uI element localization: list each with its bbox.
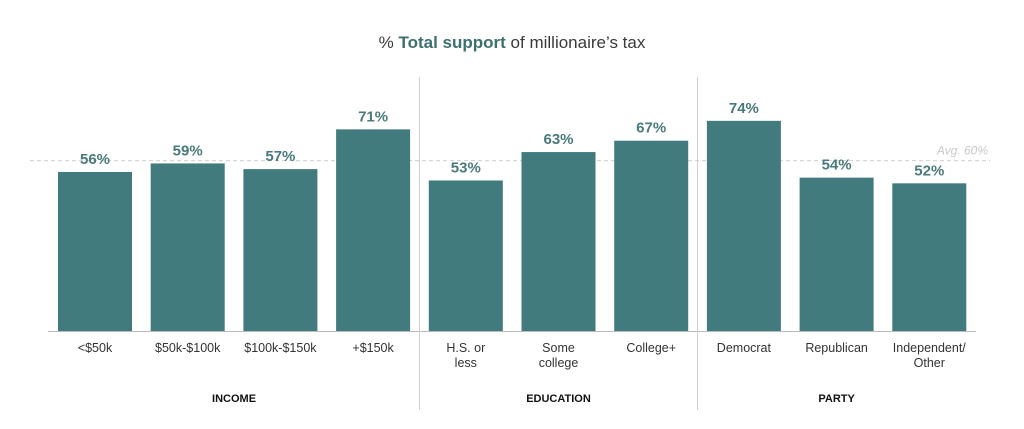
category-label: Some [542, 341, 575, 355]
bar [706, 120, 781, 331]
bar [150, 163, 225, 331]
value-label: 53% [451, 159, 481, 176]
category-label: Other [914, 356, 945, 370]
category-label: $100k-$150k [244, 341, 317, 355]
group-label: INCOME [212, 393, 256, 405]
group-label: PARTY [818, 393, 855, 405]
value-label: 56% [80, 151, 110, 168]
category-label: Republican [805, 341, 868, 355]
category-label: College+ [626, 341, 676, 355]
bar [428, 180, 503, 331]
category-label: Democrat [717, 341, 772, 355]
title-prefix: % [379, 33, 399, 52]
category-label: less [455, 356, 477, 370]
value-label: 57% [265, 148, 295, 165]
bar [58, 171, 132, 331]
title-suffix: of millionaire’s tax [506, 33, 646, 52]
category-label: college [539, 356, 579, 370]
bar [799, 177, 874, 331]
bar [521, 152, 596, 331]
bar [336, 129, 411, 331]
title-bold: Total support [398, 33, 506, 52]
value-label: 52% [914, 162, 944, 179]
category-label: +$150k [352, 341, 394, 355]
category-label: H.S. or [446, 341, 485, 355]
value-label: 71% [358, 108, 388, 125]
value-label: 63% [543, 131, 573, 148]
chart-title: % Total support of millionaire’s tax [379, 33, 646, 52]
value-label: 59% [173, 142, 203, 159]
value-label: 54% [822, 157, 852, 174]
bar [243, 169, 318, 331]
average-label: Avg. 60% [936, 144, 988, 158]
value-label: 74% [729, 100, 759, 117]
category-label: $50k-$100k [155, 341, 221, 355]
group-label: EDUCATION [526, 393, 591, 405]
value-label: 67% [636, 120, 666, 137]
bar [892, 183, 967, 331]
category-label: Independent/ [893, 341, 967, 355]
category-label: <$50k [78, 341, 113, 355]
bar [614, 140, 689, 331]
